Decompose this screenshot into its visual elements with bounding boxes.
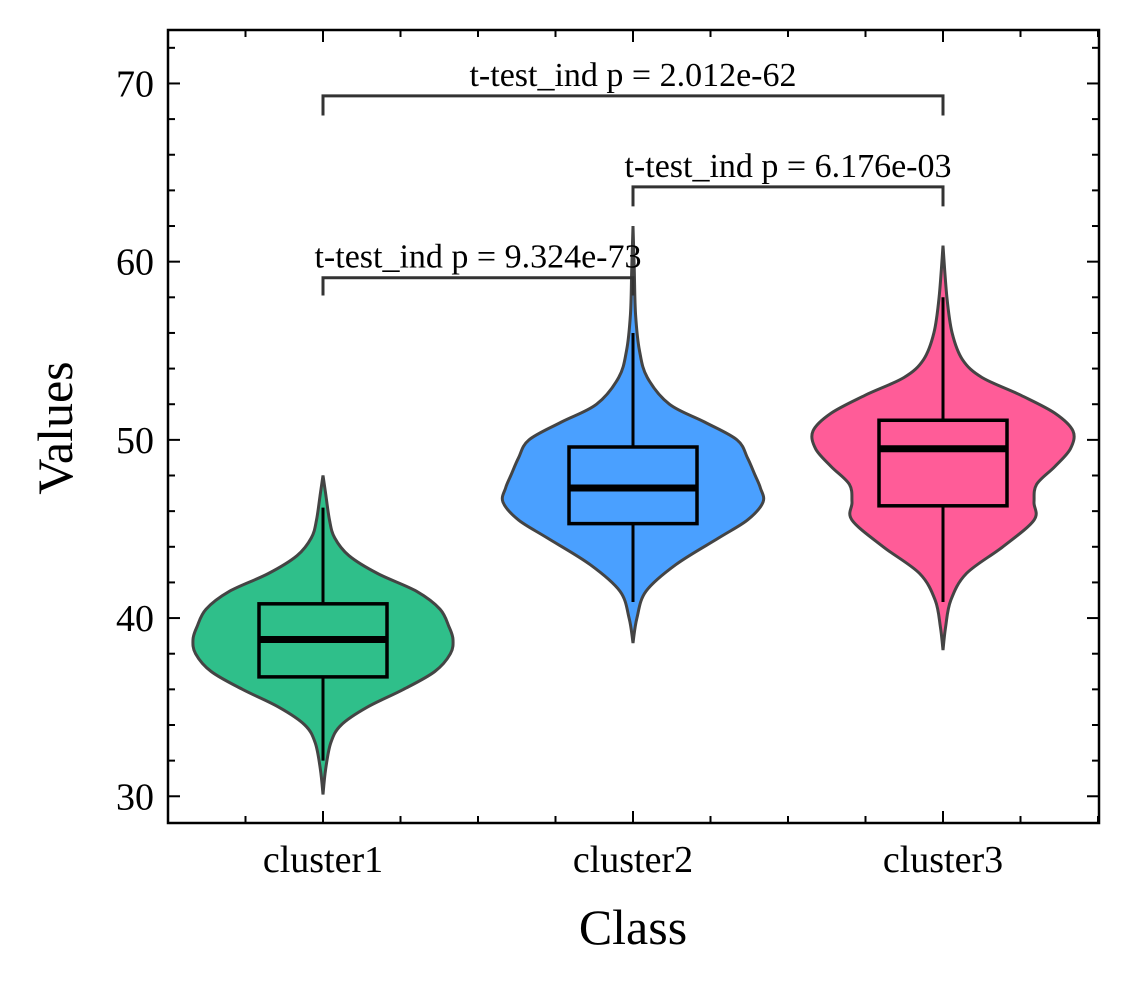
significance-bracket-3 [321, 94, 945, 116]
x-tick-label-cluster1: cluster1 [263, 839, 383, 881]
box-cluster3 [877, 418, 1009, 508]
significance-label-2: t-test_ind p = 6.176e-03 [624, 148, 951, 185]
significance-bracket-1 [321, 276, 635, 296]
x-tick-label-cluster2: cluster2 [573, 839, 693, 881]
y-tick-label: 70 [116, 63, 154, 105]
significance-bracket-2 [631, 185, 945, 207]
significance-label-1: t-test_ind p = 9.324e-73 [314, 239, 641, 276]
y-tick-label: 30 [116, 776, 154, 818]
y-tick-label: 40 [116, 598, 154, 640]
violin-cluster1 [191, 475, 455, 795]
significance-label-3: t-test_ind p = 2.012e-62 [469, 57, 796, 94]
x-axis-title: Class [579, 899, 687, 955]
y-tick-label: 60 [116, 242, 154, 284]
x-tick-label-cluster3: cluster3 [883, 839, 1003, 881]
y-axis-title: Values [27, 361, 83, 494]
y-tick-label: 50 [116, 420, 154, 462]
